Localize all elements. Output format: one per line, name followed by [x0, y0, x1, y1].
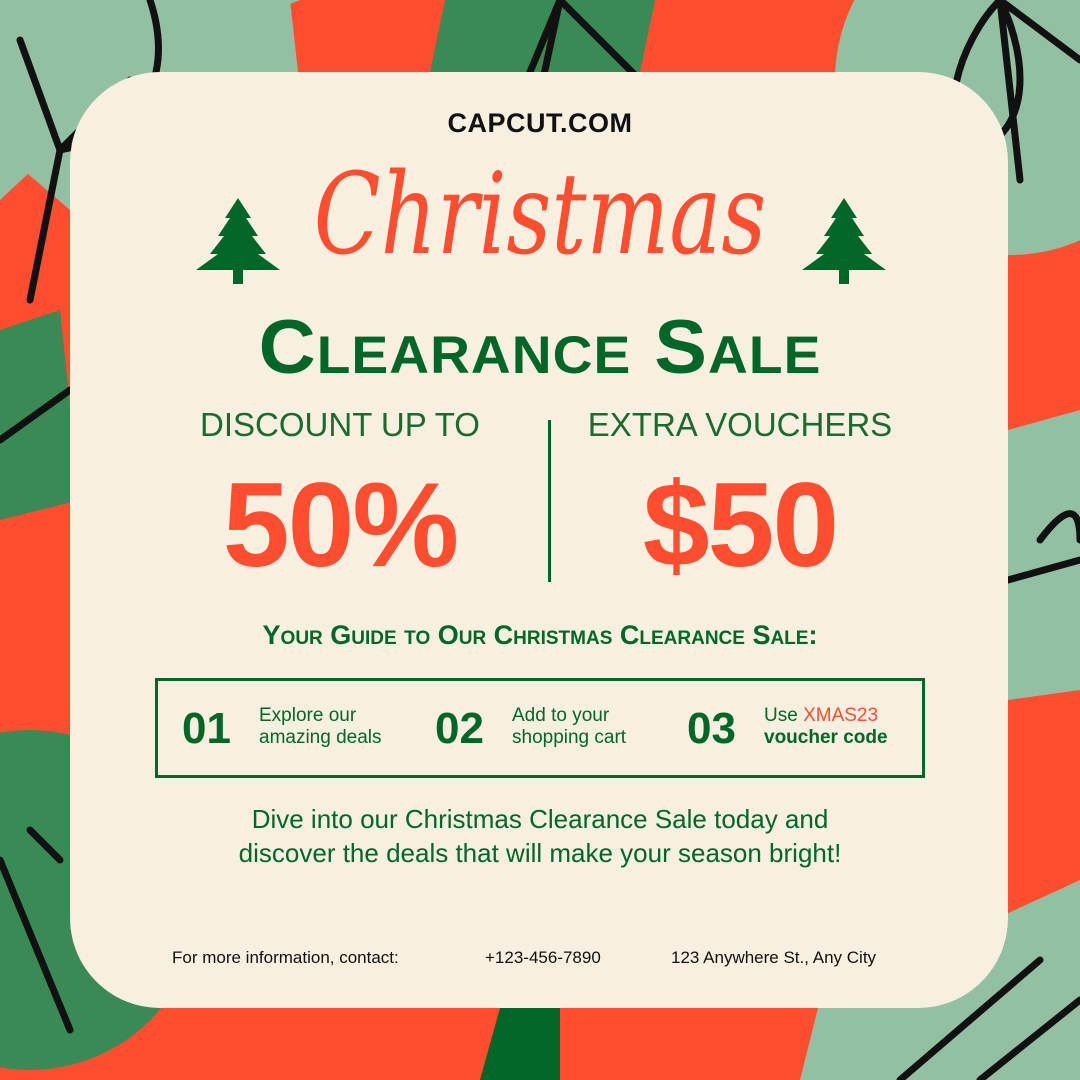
divider — [548, 420, 551, 582]
step-number: 02 — [435, 704, 484, 753]
footer-address: 123 Anywhere St., Any City — [671, 948, 877, 967]
guide-heading: Your Guide to Our Christmas Clearance Sa… — [262, 620, 818, 650]
footer-contact-label: For more information, contact: — [172, 948, 399, 967]
voucher-code: XMAS23 — [803, 705, 879, 726]
step-text: Add to your shopping cart — [512, 705, 627, 748]
voucher-label: EXTRA VOUCHERS — [587, 406, 893, 443]
footer-phone: +123-456-7890 — [485, 948, 601, 967]
headline-christmas: Christmas — [313, 150, 767, 280]
step-text: Use XMAS23 voucher code — [764, 705, 888, 748]
voucher-value: $50 — [642, 458, 839, 592]
step-number: 01 — [182, 704, 231, 753]
step-text: Explore our amazing deals — [259, 705, 382, 748]
step-number: 03 — [687, 704, 736, 753]
headline-clearance-sale: Clearance Sale — [258, 305, 822, 390]
steps-box — [155, 678, 925, 778]
promo-paragraph: Dive into our Christmas Clearance Sale t… — [238, 804, 842, 868]
discount-value: 50% — [222, 458, 459, 592]
discount-label: DISCOUNT UP TO — [200, 406, 480, 443]
brand-name: CAPCUT.COM — [447, 108, 633, 138]
christmas-tree-icon — [802, 198, 886, 284]
christmas-tree-icon — [196, 198, 280, 284]
